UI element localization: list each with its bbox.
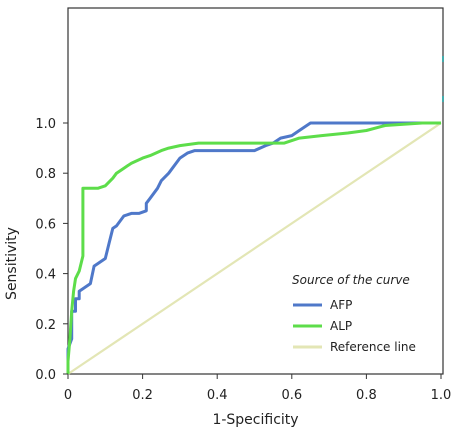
x-axis-title: 1-Specificity bbox=[212, 412, 298, 428]
frame-marker bbox=[442, 96, 444, 102]
y-axis-title: Sensitivity bbox=[4, 227, 20, 300]
y-tick-label: 0.4 bbox=[35, 268, 56, 283]
y-tick-label: 0.0 bbox=[35, 368, 56, 383]
plot-frame bbox=[67, 7, 444, 375]
legend-label-reference-line: Reference line bbox=[330, 340, 416, 354]
y-tick-label: 0.6 bbox=[35, 217, 56, 232]
legend-label-alp: ALP bbox=[330, 319, 352, 333]
x-tick-label: 1.0 bbox=[431, 388, 452, 403]
axes-layer bbox=[67, 7, 444, 375]
series-line-afp bbox=[66, 121, 441, 374]
y-tick-label: 0.2 bbox=[35, 318, 56, 333]
tick-layer: 0 0.2 0.4 0.6 0.8 1.0 0.0 0.2 0.4 0.6 0.8 1.0 bbox=[35, 117, 451, 403]
x-tick-label: 0.8 bbox=[356, 388, 377, 403]
series-layer bbox=[66, 121, 442, 375]
x-tick-label: 0.6 bbox=[281, 388, 302, 403]
x-tick-label: 0 bbox=[64, 388, 72, 403]
series-line-alp bbox=[66, 121, 441, 374]
y-tick-label: 0.8 bbox=[35, 167, 56, 182]
legend-title: Source of the curve bbox=[292, 273, 410, 287]
legend-label-afp: AFP bbox=[330, 298, 352, 312]
x-tick-label: 0.2 bbox=[132, 388, 153, 403]
frame-marker bbox=[442, 56, 444, 62]
x-tick-label: 0.4 bbox=[207, 388, 228, 403]
legend: Source of the curve AFP ALP Reference line bbox=[292, 273, 416, 354]
series-line-reference-line bbox=[67, 122, 442, 375]
y-tick-label: 1.0 bbox=[35, 117, 56, 132]
